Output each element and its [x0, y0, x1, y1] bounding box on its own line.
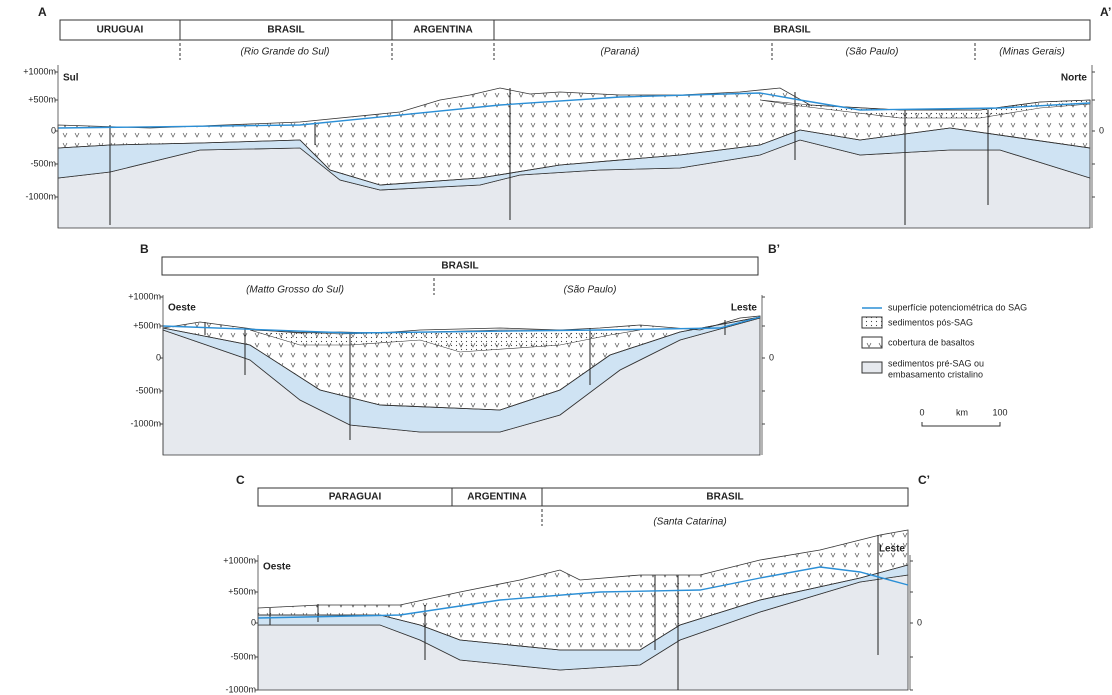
axis-label: 0 — [51, 125, 56, 135]
state: (Matto Grosso do Sul) — [246, 285, 344, 296]
basalt — [257, 529, 909, 651]
state: (Minas Gerais) — [999, 47, 1065, 58]
axis-label: -500m — [30, 158, 56, 168]
axis-label: +1000m — [128, 291, 161, 301]
legend-swatch — [861, 316, 883, 329]
legend-text: cobertura de basaltos — [888, 337, 975, 347]
legend-swatch — [861, 336, 883, 349]
country: ARGENTINA — [413, 25, 472, 36]
axis-label: 0 — [1099, 125, 1104, 135]
axis-label: -1000m — [130, 418, 161, 428]
country: BRASIL — [773, 25, 810, 36]
scale-bar — [921, 422, 1001, 427]
country: URUGUAI — [97, 25, 144, 36]
country: BRASIL — [267, 25, 304, 36]
axis-label: -1000m — [25, 191, 56, 201]
country: ARGENTINA — [467, 492, 526, 503]
axis-label: +500m — [133, 320, 161, 330]
direction: Oeste — [168, 303, 196, 314]
country: PARAGUAI — [329, 492, 382, 503]
state: (Rio Grande do Sul) — [241, 47, 330, 58]
axis-label: -500m — [135, 385, 161, 395]
direction: Leste — [879, 544, 906, 555]
legend-swatch — [861, 361, 883, 374]
state: (São Paulo) — [846, 47, 899, 58]
axis-label: 0 — [251, 617, 256, 627]
axis-label: 0 — [917, 617, 922, 627]
section-label: C’ — [918, 473, 930, 487]
state: (São Paulo) — [564, 285, 617, 296]
legend-text: embasamento cristalino — [888, 369, 983, 379]
axis-label: -1000m — [225, 684, 256, 694]
scale-text: 0 — [919, 407, 924, 417]
potentiometric-surface — [57, 92, 1091, 129]
country: BRASIL — [441, 261, 478, 272]
scale-text: km — [956, 407, 968, 417]
state: (Paraná) — [601, 47, 640, 58]
axis-label: +500m — [228, 586, 256, 596]
axis-label: +1000m — [23, 66, 56, 76]
country-bar — [59, 19, 1091, 41]
section-label: B — [140, 242, 149, 256]
country: BRASIL — [706, 492, 743, 503]
potentiometric-surface — [257, 566, 909, 619]
section-label: C — [236, 473, 245, 487]
country-bar — [161, 256, 759, 276]
section-label: B’ — [768, 242, 780, 256]
legend-text: superfície potenciométrica do SAG — [888, 302, 1027, 312]
section-label: A — [38, 5, 47, 19]
axis-label: 0 — [156, 352, 161, 362]
legend-text: sedimentos pós-SAG — [888, 317, 973, 327]
country-bar — [257, 487, 909, 507]
legend-text: sedimentos pré-SAG ou — [888, 358, 984, 368]
potentiometric-surface — [162, 316, 761, 334]
axis-label: -500m — [230, 651, 256, 661]
axis-label: +1000m — [223, 555, 256, 565]
direction: Sul — [63, 73, 79, 84]
axis-label: +500m — [28, 94, 56, 104]
section-label: A’ — [1100, 5, 1111, 19]
direction: Leste — [731, 303, 758, 314]
scale-text: 100 — [992, 407, 1007, 417]
direction: Norte — [1061, 73, 1088, 84]
state: (Santa Catarina) — [653, 517, 726, 528]
direction: Oeste — [263, 562, 291, 573]
axis-label: 0 — [769, 352, 774, 362]
